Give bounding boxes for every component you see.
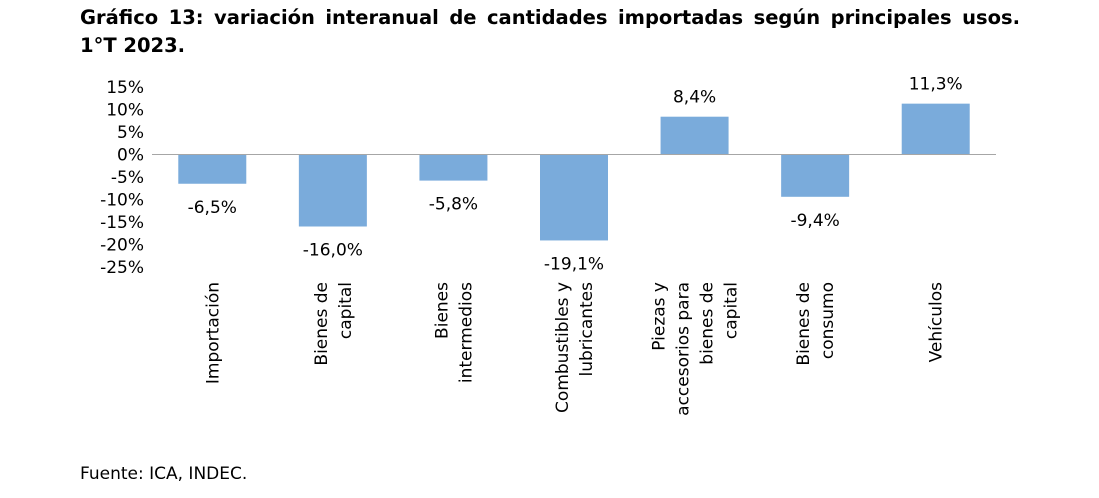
data-label: -16,0% (303, 241, 363, 261)
data-label: 8,4% (673, 88, 716, 108)
category-label-line: capital (336, 282, 356, 339)
data-label: -6,5% (188, 198, 237, 218)
category-label: Piezas y accesorios para bienes de capital (650, 282, 742, 416)
data-label: -5,8% (429, 195, 478, 215)
bar (178, 154, 247, 184)
y-axis-ticks: 15% 10%5% 0%-5% -10%-15% -20%-25% (100, 78, 144, 278)
bar (781, 154, 850, 197)
category-labels: Importación Bienes de capital Bienes interme… (203, 282, 946, 416)
category-label-line: capital (722, 282, 742, 339)
y-tick-label: -15% (100, 213, 144, 233)
y-tick-label: -5% (111, 168, 144, 188)
bar (660, 116, 729, 155)
bar (298, 154, 367, 227)
y-tick-label: -20% (100, 236, 144, 256)
y-tick-label: 15% (106, 78, 144, 98)
bar (419, 154, 488, 181)
category-label: Combustibles y lubricantes (553, 282, 597, 413)
data-label: -19,1% (544, 254, 604, 274)
category-label: Vehículos (927, 282, 947, 363)
data-label: 11,3% (909, 75, 963, 95)
category-label-line: Importación (203, 282, 223, 384)
category-label-line: Vehículos (927, 282, 947, 363)
category-label: Bienes de consumo (794, 282, 838, 366)
category-label: Importación (203, 282, 223, 384)
y-tick-label: -25% (100, 258, 144, 278)
category-label-line: accesorios para (674, 282, 694, 416)
category-label-line: Piezas y (650, 282, 670, 351)
data-label: -9,4% (790, 211, 839, 231)
chart-title: Gráfico 13: variación interanual de cant… (80, 6, 1020, 57)
category-label-line: Bienes de (312, 282, 332, 366)
category-label-line: Combustibles y (553, 282, 573, 413)
category-label-line: lubricantes (577, 282, 597, 377)
bars-group (178, 103, 970, 241)
data-labels: -6,5% -16,0% -5,8% -19,1% 8,4% -9,4% 11,3% (188, 75, 963, 275)
y-tick-label: -10% (100, 191, 144, 211)
category-label-line: Bienes de (794, 282, 814, 366)
y-tick-label: 10% (106, 101, 144, 121)
category-label-line: Bienes (432, 282, 452, 339)
category-label: Bienes de capital (312, 282, 356, 366)
bar (540, 154, 608, 241)
category-label-line: consumo (818, 282, 838, 359)
category-label-line: bienes de (698, 282, 718, 365)
category-label-line: intermedios (456, 282, 476, 383)
y-tick-label: 5% (117, 123, 144, 143)
category-label: Bienes intermedios (432, 282, 476, 383)
bar (901, 103, 970, 155)
source-note: Fuente: ICA, INDEC. (80, 464, 248, 484)
y-tick-label: 0% (117, 146, 144, 166)
